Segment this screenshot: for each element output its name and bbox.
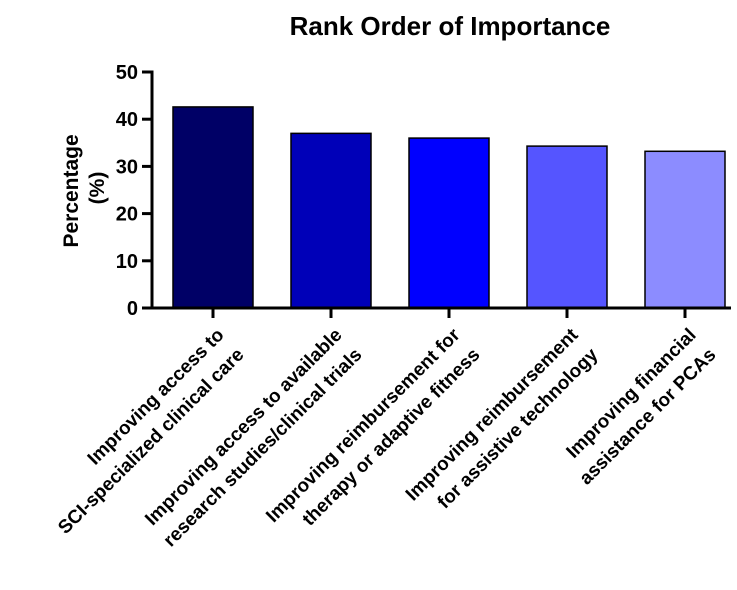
bars-group <box>172 106 726 309</box>
y-axis-label-line-1: Percentage <box>60 134 83 247</box>
y-tick-label: 20 <box>116 204 138 226</box>
bar-2 <box>290 132 372 309</box>
y-axis: 0 10 20 30 40 50 <box>116 62 154 320</box>
category-label-3: Improving reimbursement fortherapy or ad… <box>262 324 484 546</box>
y-axis-label-line-2: (%) <box>86 172 109 205</box>
bar-1 <box>172 106 254 309</box>
category-label-2: Improving access to availableresearch st… <box>140 325 367 552</box>
y-axis-label: Percentage (%) <box>60 128 109 247</box>
category-label-5: Improving financialassistance for PCAs <box>556 325 721 490</box>
y-tick-label: 30 <box>116 156 138 178</box>
chart-title: Rank Order of Importance <box>290 11 611 41</box>
y-tick-label: 40 <box>116 109 138 131</box>
x-axis <box>150 306 731 318</box>
bar-5 <box>644 150 726 309</box>
y-tick-label: 0 <box>127 298 138 320</box>
y-tick-label: 50 <box>116 62 138 84</box>
bar-3 <box>408 137 490 309</box>
bar-4 <box>526 145 608 309</box>
y-tick-label: 10 <box>116 251 138 273</box>
category-labels: Improving access toSCI-specialized clini… <box>54 324 721 552</box>
